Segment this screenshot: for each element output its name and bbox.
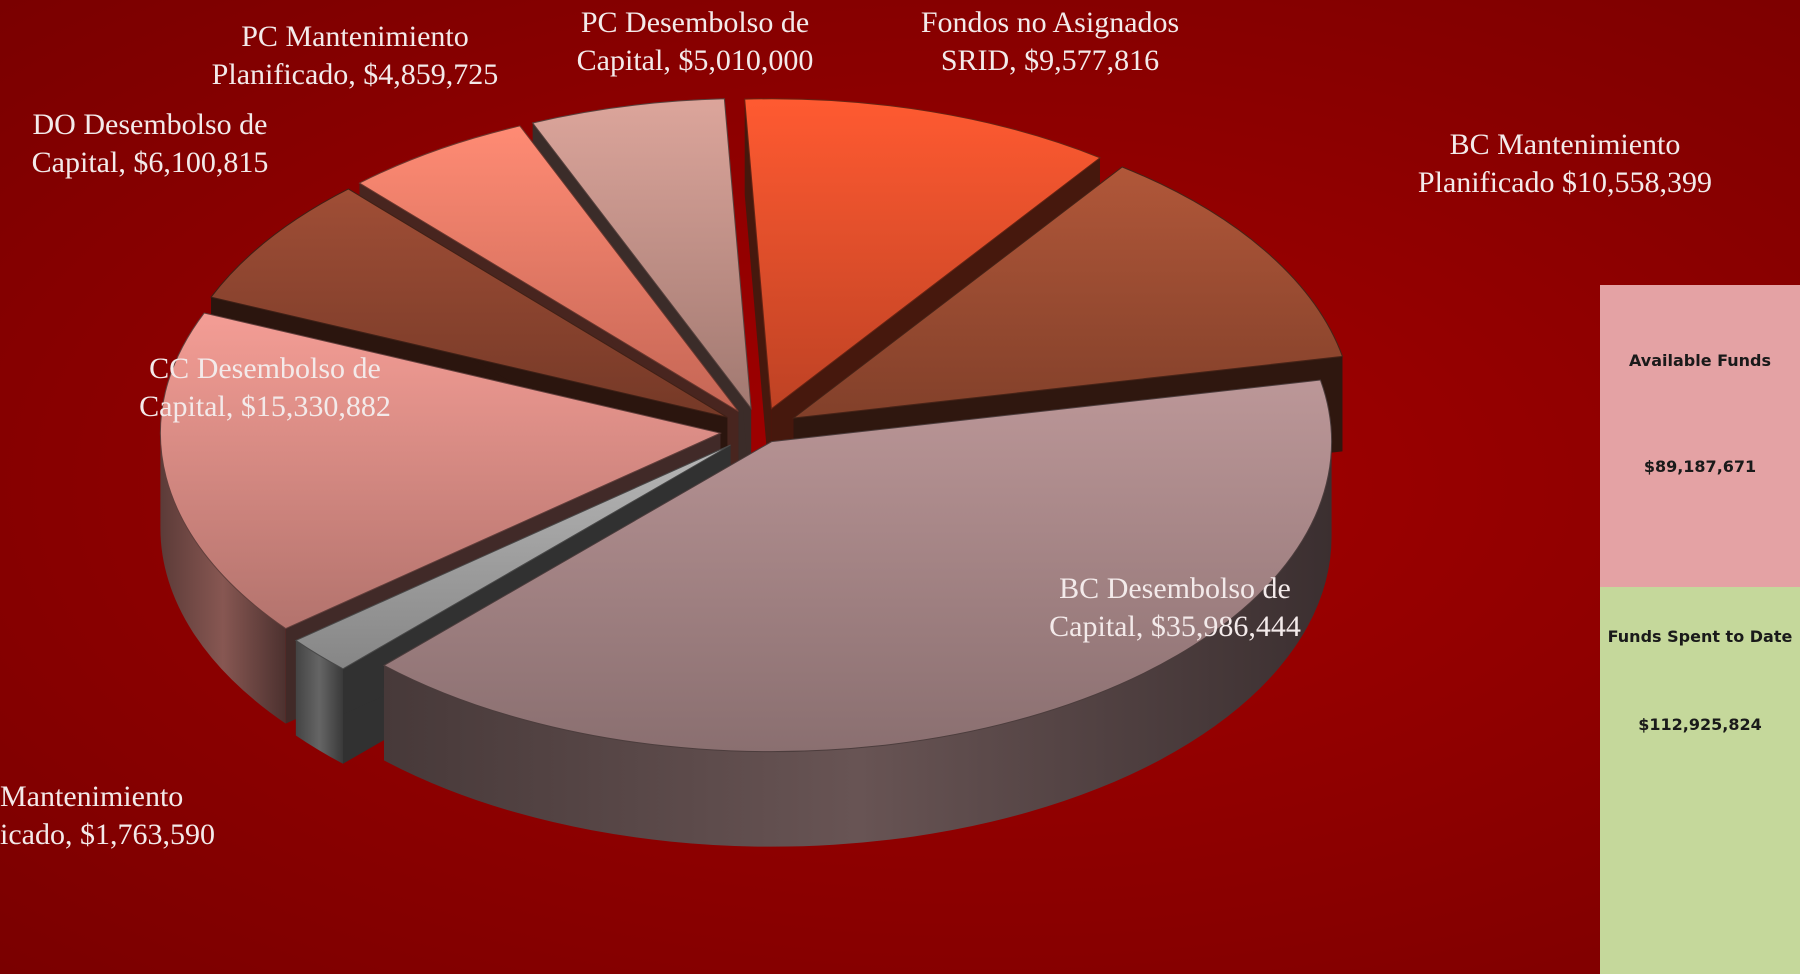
pie-slice-top — [358, 125, 739, 412]
pie-slice-top — [159, 312, 722, 630]
pie-slice-top — [744, 98, 1101, 410]
pie-slice-top — [791, 166, 1344, 419]
slice-label-bc-mantenimiento: BC Mantenimiento Planificado $10,558,399 — [1417, 128, 1713, 199]
slice-label-pc-mantenimiento: PC Mantenimiento Planificado, $4,859,725 — [211, 20, 499, 91]
pie-slice-rim — [160, 433, 286, 724]
pie-slice-top — [382, 379, 1333, 753]
slice-label-do-desembolso: DO Desembolso de Capital, $6,100,815 — [31, 108, 269, 179]
pie-slice-rim — [383, 441, 1332, 847]
available-funds-box: Available Funds $89,187,671 — [1600, 285, 1800, 587]
funds-spent-label: Funds Spent to Date — [1607, 627, 1793, 646]
slice-label-cc-desembolso: CC Desembolso de Capital, $15,330,882 — [139, 352, 391, 423]
slice-label-fondos-no-asignados: Fondos no Asignados SRID, $9,577,816 — [920, 6, 1180, 77]
slice-label-mantenimiento: Mantenimiento icado, $1,763,590 — [0, 780, 215, 851]
slice-label-bc-desembolso: BC Desembolso de Capital, $35,986,444 — [1049, 572, 1301, 643]
pie-slice-top — [531, 98, 752, 411]
available-funds-label: Available Funds — [1628, 351, 1772, 370]
pie-slice-top — [210, 188, 728, 418]
pie-slice-rim — [295, 640, 343, 764]
pie-slice-0 — [382, 379, 1333, 847]
available-funds-value: $89,187,671 — [1643, 457, 1757, 476]
funds-spent-value: $112,925,824 — [1638, 715, 1762, 734]
funds-panel: Available Funds $89,187,671 Funds Spent … — [1600, 285, 1800, 974]
funds-spent-box: Funds Spent to Date $112,925,824 — [1600, 587, 1800, 974]
slice-label-pc-desembolso: PC Desembolso de Capital, $5,010,000 — [576, 6, 814, 77]
pie-slice-top — [294, 444, 731, 670]
pie-slice-wall — [744, 99, 772, 504]
